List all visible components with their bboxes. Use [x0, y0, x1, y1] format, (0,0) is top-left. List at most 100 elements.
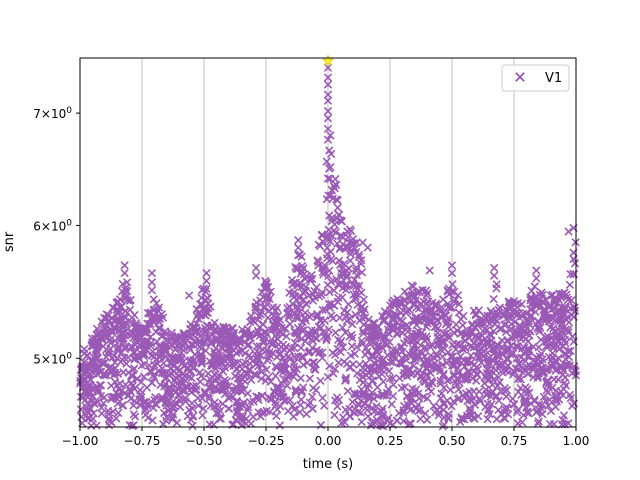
scatter-point [93, 362, 103, 371]
scatter-point [304, 291, 314, 300]
scatter-point [308, 358, 317, 367]
scatter-point [486, 388, 495, 398]
scatter-point [184, 291, 194, 300]
scatter-point [285, 395, 295, 405]
scatter-point [330, 350, 340, 360]
scatter-point [341, 375, 350, 385]
scatter-point [133, 326, 142, 335]
scatter-point [308, 392, 317, 402]
scatter-point [219, 367, 228, 376]
scatter-point [322, 233, 331, 243]
scatter-point [553, 298, 563, 308]
scatter-point [549, 343, 559, 352]
scatter-point [512, 354, 521, 363]
scatter-point [539, 392, 549, 402]
scatter-point [392, 324, 402, 333]
scatter-point [419, 376, 429, 386]
scatter-point [87, 334, 97, 343]
scatter-point [260, 328, 269, 337]
x-axis-label: time (s) [303, 457, 353, 472]
scatter-point [551, 316, 560, 325]
scatter-point [368, 319, 378, 328]
scatter-point [524, 351, 534, 360]
scatter-point [345, 225, 355, 234]
scatter-point [175, 343, 184, 353]
x-tick-label: −0.25 [248, 434, 285, 448]
scatter-point [525, 388, 534, 397]
scatter-point [322, 157, 331, 166]
scatter-point [497, 367, 506, 376]
scatter-point [136, 401, 145, 410]
scatter-point [137, 393, 146, 402]
scatter-point [399, 416, 408, 426]
scatter-point [201, 295, 210, 305]
scatter-point [449, 356, 458, 365]
scatter-point [211, 344, 221, 353]
scatter-point [504, 361, 513, 371]
scatter-point [260, 336, 269, 346]
scatter-point [379, 333, 388, 342]
scatter-point [257, 287, 267, 297]
scatter-point [527, 286, 536, 296]
scatter-point [475, 394, 484, 403]
scatter-point [334, 210, 344, 219]
scatter-point [208, 373, 217, 382]
scatter-point [297, 326, 307, 335]
scatter-point [570, 365, 579, 374]
scatter-point [333, 402, 342, 411]
scatter-point [407, 404, 416, 414]
scatter-point [257, 367, 266, 377]
scatter-point [560, 350, 569, 359]
scatter-point [492, 344, 502, 353]
scatter-point [107, 365, 116, 374]
scatter-point [179, 346, 188, 355]
scatter-point [122, 278, 132, 287]
scatter-point [82, 352, 92, 361]
x-tick-label: −0.50 [186, 434, 223, 448]
scatter-point [419, 343, 428, 353]
scatter-point [294, 243, 303, 252]
scatter-point [444, 409, 453, 419]
scatter-point [272, 303, 282, 313]
scatter-point [317, 290, 326, 300]
scatter-point [170, 375, 179, 385]
scatter-point [146, 308, 156, 317]
scatter-point [348, 360, 358, 369]
scatter-point [128, 421, 137, 431]
scatter-point [548, 290, 557, 300]
scatter-point [373, 341, 382, 350]
scatter-point [331, 227, 340, 237]
scatter-point [335, 313, 344, 322]
scatter-point [98, 359, 107, 368]
scatter-point [565, 390, 575, 400]
scatter-point [108, 303, 117, 312]
scatter-point [142, 328, 151, 337]
scatter-point [119, 401, 128, 410]
scatter-point [205, 356, 214, 366]
scatter-point [549, 324, 558, 333]
scatter-point [113, 399, 122, 408]
scatter-point [352, 289, 361, 299]
scatter-point [508, 394, 517, 403]
scatter-point [289, 365, 298, 375]
scatter-point [413, 337, 422, 347]
scatter-point [316, 421, 326, 430]
scatter-point [361, 313, 370, 322]
scatter-point [501, 327, 511, 337]
scatter-point [359, 329, 368, 338]
scatter-point [394, 408, 404, 418]
scatter-point [146, 319, 155, 329]
scatter-point [551, 395, 561, 404]
scatter-point [494, 373, 503, 382]
scatter-point [175, 396, 185, 405]
scatter-point [119, 312, 128, 321]
scatter-point [271, 400, 280, 410]
scatter-point [512, 342, 522, 351]
scatter-point [324, 325, 334, 334]
scatter-point [289, 359, 299, 368]
scatter-point [338, 413, 348, 422]
scatter-point [487, 331, 496, 340]
scatter-point [334, 280, 344, 289]
scatter-point [329, 181, 338, 191]
scatter-point [443, 331, 452, 340]
